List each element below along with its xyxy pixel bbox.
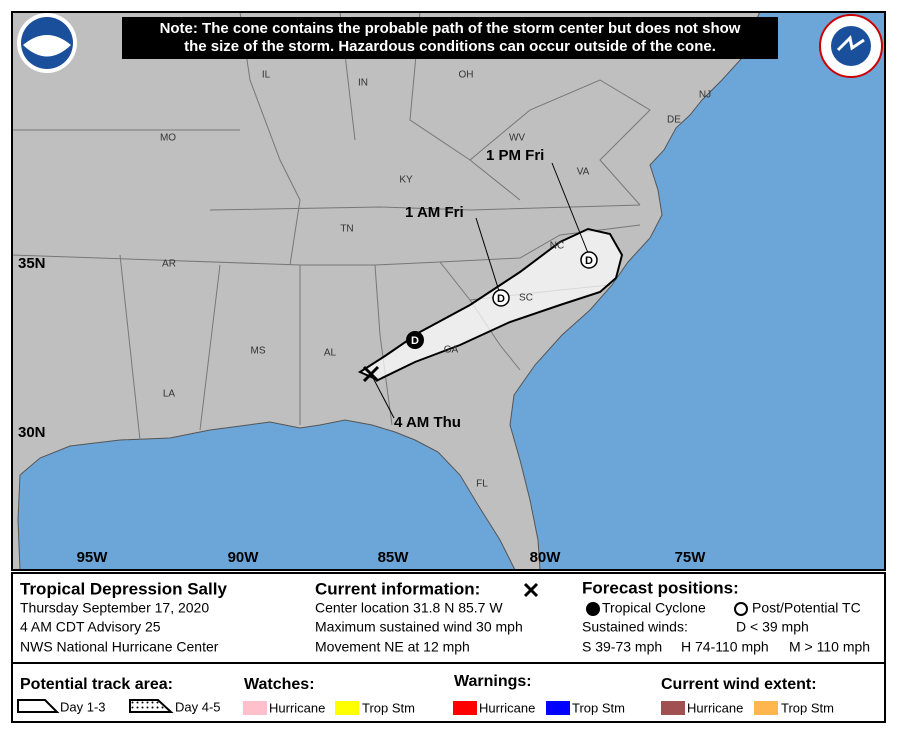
state-label: AR <box>162 259 176 270</box>
forecast-item: M > 110 mph <box>789 639 870 655</box>
land <box>12 12 761 570</box>
current-icon <box>523 582 539 598</box>
storm-line: NWS National Hurricane Center <box>20 639 219 655</box>
post-tc-icon <box>734 602 748 616</box>
current-title: Current information: <box>315 579 480 598</box>
state-label: FL <box>476 479 488 490</box>
storm-title: Tropical Depression Sally <box>20 579 227 598</box>
current-line: Maximum sustained wind 30 mph <box>315 619 523 635</box>
leader-line <box>475 217 500 292</box>
state-label: VA <box>577 167 590 178</box>
marker-label: D <box>411 335 419 347</box>
swatch <box>335 701 359 715</box>
forecast-item: D < 39 mph <box>736 619 809 635</box>
forecast-marker <box>406 331 424 349</box>
day45-icon <box>129 699 174 713</box>
forecast-marker <box>492 289 510 307</box>
state-label: OH <box>459 70 474 81</box>
longitude-label: 75W <box>675 549 707 566</box>
swatch <box>754 701 778 715</box>
note-line: the size of the storm. Hazardous conditi… <box>184 38 716 55</box>
latitude-label: 35N <box>18 255 46 272</box>
state-label: TN <box>340 224 353 235</box>
current-line: Movement NE at 12 mph <box>315 639 470 655</box>
leader-line <box>370 373 395 419</box>
state-label: MS <box>251 346 266 357</box>
time-label: 4 AM Thu <box>394 414 461 431</box>
marker-label: D <box>497 293 505 305</box>
forecast-title: Forecast positions: <box>582 578 739 597</box>
note-box <box>122 17 778 59</box>
swatch <box>453 701 477 715</box>
marker-label: D <box>585 255 593 267</box>
storm-line: Thursday September 17, 2020 <box>20 600 209 616</box>
warnings-item: Trop Stm <box>572 700 625 715</box>
longitude-label: 85W <box>378 549 410 566</box>
forecast-item: H 74-110 mph <box>681 639 769 655</box>
state-label: LA <box>163 389 176 400</box>
watches-title: Watches: <box>244 676 315 693</box>
day13-icon <box>17 699 60 713</box>
state-label: NC <box>550 241 564 252</box>
wind-title: Current wind extent: <box>661 676 817 693</box>
longitude-label: 95W <box>77 549 109 566</box>
noaa-logo <box>17 13 77 73</box>
state-label: NJ <box>699 90 711 101</box>
current-line: Center location 31.8 N 85.7 W <box>315 600 503 616</box>
map-frame <box>11 11 886 571</box>
state-label: IN <box>358 78 368 89</box>
track-item: Day 1-3 <box>60 699 106 714</box>
storm-line: 4 AM CDT Advisory 25 <box>20 619 161 635</box>
forecast-item: S 39-73 mph <box>582 639 662 655</box>
state-label: AL <box>324 348 337 359</box>
state-label: IL <box>262 70 271 81</box>
state-label: KY <box>399 175 413 186</box>
warnings-item: Hurricane <box>479 700 535 715</box>
forecast-item: Post/Potential TC <box>752 600 861 616</box>
longitude-label: 80W <box>530 549 562 566</box>
forecast-cone <box>357 227 624 382</box>
time-label: 1 PM Fri <box>486 147 544 164</box>
state-label: WV <box>509 133 525 144</box>
note-line: Note: The cone contains the probable pat… <box>160 20 741 37</box>
state-label: SC <box>519 293 533 304</box>
watches-item: Hurricane <box>269 700 325 715</box>
forecast-item: Tropical Cyclone <box>602 600 706 616</box>
wind-item: Trop Stm <box>781 700 834 715</box>
forecast-marker <box>580 251 598 269</box>
warnings-title: Warnings: <box>454 673 532 690</box>
wind-item: Hurricane <box>687 700 743 715</box>
track-title: Potential track area: <box>20 676 173 693</box>
legend-panel <box>11 572 886 723</box>
state-label: GA <box>444 345 459 356</box>
time-label: 1 AM Fri <box>405 204 464 221</box>
longitude-label: 90W <box>228 549 260 566</box>
track-item: Day 4-5 <box>175 699 221 714</box>
tc-icon <box>586 602 600 616</box>
state-label: DE <box>667 115 681 126</box>
nws-logo <box>819 14 883 78</box>
swatch <box>546 701 570 715</box>
swatch <box>661 701 685 715</box>
latitude-label: 30N <box>18 424 46 441</box>
state-label: MO <box>160 133 176 144</box>
swatch <box>243 701 267 715</box>
map: D D D 4 AM Thu 1 AM Fri 1 PM Fri IL IN OH N… <box>12 12 885 570</box>
forecast-item: Sustained winds: <box>582 619 688 635</box>
leader-line <box>551 162 589 254</box>
watches-item: Trop Stm <box>362 700 415 715</box>
current-position <box>362 365 380 383</box>
